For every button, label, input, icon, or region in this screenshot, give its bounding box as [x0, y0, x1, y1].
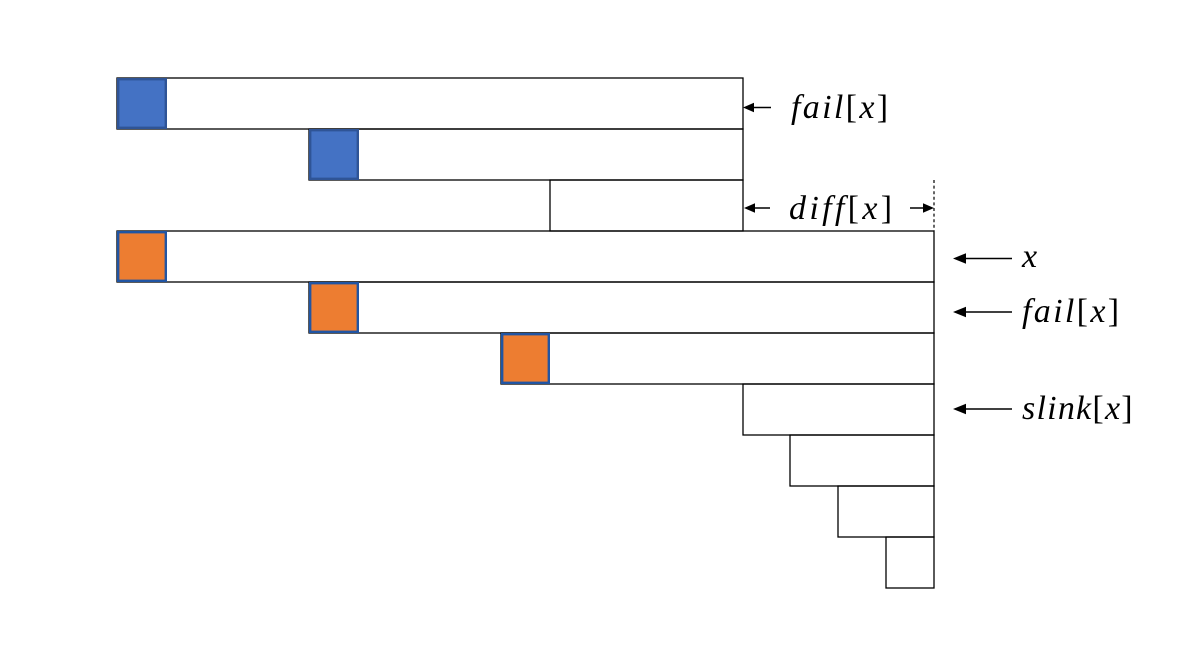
- svg-text:fail[x]: fail[x]: [1022, 293, 1121, 330]
- svg-text:slink[x]: slink[x]: [1022, 390, 1134, 427]
- svg-text:diff[x]: diff[x]: [789, 190, 895, 227]
- svg-text:x: x: [1021, 238, 1037, 275]
- svg-text:fail[x]: fail[x]: [791, 89, 890, 126]
